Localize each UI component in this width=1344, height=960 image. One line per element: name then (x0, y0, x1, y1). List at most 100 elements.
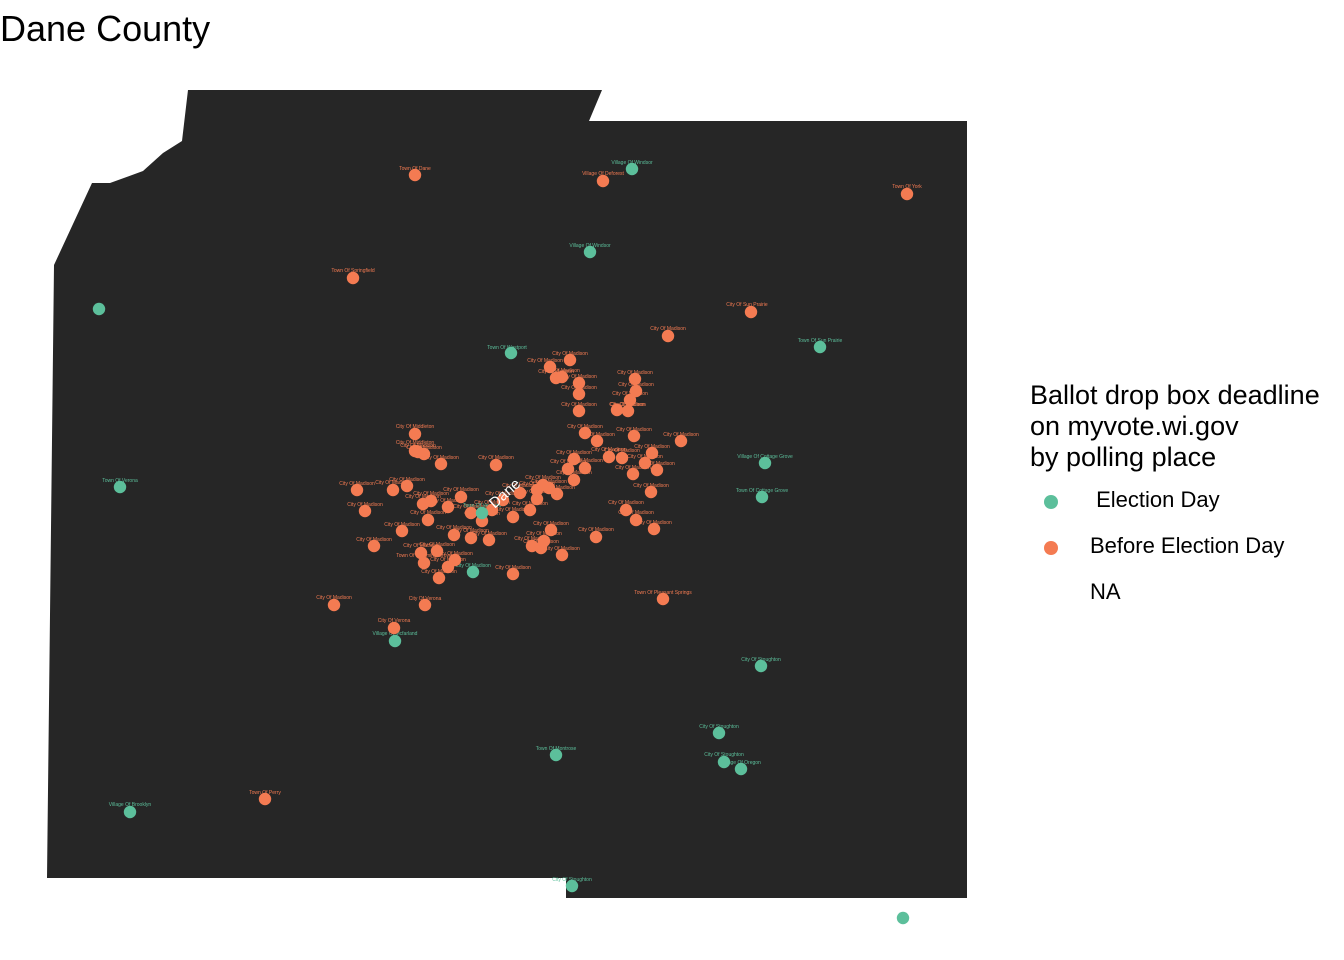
polling-place-dot (717, 755, 731, 769)
polling-place-dot (627, 429, 641, 443)
polling-place-dot (563, 353, 577, 367)
polling-place-label: City Of Madison (578, 527, 614, 533)
polling-place-label: City Of Madison (410, 510, 446, 516)
polling-place-label: Village Of Deforest (582, 171, 624, 177)
polling-place-dot (625, 162, 639, 176)
polling-place-dot (447, 528, 461, 542)
polling-place-dot (346, 271, 360, 285)
polling-place-dot (485, 503, 499, 517)
polling-place-dot (900, 187, 914, 201)
polling-place-dot (602, 450, 616, 464)
polling-place-label: City Of Madison (436, 525, 472, 531)
legend-label-before-election-day: Before Election Day (1090, 533, 1285, 558)
polling-place-dot (590, 434, 604, 448)
polling-place-dots (92, 162, 914, 925)
polling-place-dot (578, 461, 592, 475)
polling-place-dot (530, 492, 544, 506)
polling-place-label: City Of Madison (495, 507, 531, 513)
polling-place-dot (434, 457, 448, 471)
polling-place-dot (744, 305, 758, 319)
polling-place-dot (432, 571, 446, 585)
polling-place-dot (661, 329, 675, 343)
polling-place-dot (424, 494, 438, 508)
polling-place-label: Town Of Springfield (331, 268, 375, 274)
polling-place-label: City Of Madison (567, 458, 603, 464)
polling-place-dot (414, 546, 428, 560)
polling-place-dot (536, 478, 550, 492)
polling-place-label: City Of Madison (650, 326, 686, 332)
polling-place-dot (388, 634, 402, 648)
polling-place-dot (482, 533, 496, 547)
polling-place-dot (583, 245, 597, 259)
map-title: Dane County (0, 8, 211, 49)
polling-place-dot (645, 446, 659, 460)
polling-place-label: City Of Stoughton (704, 752, 744, 758)
polling-place-label: Town Of York (892, 184, 922, 190)
polling-place-label: City Of Madison (604, 448, 640, 454)
polling-place-dot (525, 539, 539, 553)
polling-place-dot (589, 530, 603, 544)
polling-place-label: City Of Madison (618, 510, 654, 516)
polling-place-dot (628, 372, 642, 386)
polling-place-dot (626, 467, 640, 481)
polling-place-label: City Of Middleton (396, 440, 435, 446)
polling-place-label: City Of Madison (405, 494, 441, 500)
polling-place-dot (755, 490, 769, 504)
polling-place-dot (395, 524, 409, 538)
polling-place-label: Town Of Vermont (463, 503, 502, 509)
polling-place-dot (258, 792, 272, 806)
legend-key-before-election-day (1044, 541, 1058, 555)
polling-place-label: City Of Sun Prairie (726, 302, 768, 308)
polling-place-dot (466, 565, 480, 579)
polling-place-dot (454, 490, 468, 504)
polling-place-dot (504, 346, 518, 360)
polling-place-dot (386, 483, 400, 497)
polling-place-dot (92, 302, 106, 316)
polling-place-dot (549, 748, 563, 762)
polling-place-label: City Of Madison (525, 475, 561, 481)
polling-place-dot (813, 340, 827, 354)
legend-item-election-day: Election Day (1030, 485, 1344, 531)
polling-place-dot (572, 387, 586, 401)
polling-place-dot (489, 458, 503, 472)
polling-place-dot (523, 503, 537, 517)
polling-place-dot (513, 486, 527, 500)
polling-place-dot (555, 370, 569, 384)
polling-place-dot (572, 376, 586, 390)
polling-place-dot (896, 911, 910, 925)
polling-place-dot (421, 513, 435, 527)
polling-place-dot (123, 805, 137, 819)
polling-place-dot (350, 483, 364, 497)
polling-place-label: City Of Madison (375, 480, 411, 486)
polling-place-label: City Of Madison (453, 528, 489, 534)
polling-place-label: City Of Madison (403, 543, 439, 549)
polling-place-label: City Of Madison (514, 536, 550, 542)
polling-place-dot (638, 456, 652, 470)
polling-place-dot (754, 659, 768, 673)
legend-key-na (1044, 587, 1058, 601)
polling-place-dot (567, 473, 581, 487)
polling-place-dot (615, 451, 629, 465)
polling-place-dot (464, 531, 478, 545)
legend-key-election-day (1044, 495, 1058, 509)
polling-place-dot (417, 556, 431, 570)
polling-place-dot (475, 506, 489, 520)
polling-place-dot (734, 762, 748, 776)
polling-place-dot (647, 522, 661, 536)
polling-place-dot (629, 384, 643, 398)
polling-place-label: City Of Madison (526, 531, 562, 537)
legend-label-election-day: Election Day (1090, 487, 1220, 512)
polling-place-dot (674, 434, 688, 448)
polling-place-dot (418, 598, 432, 612)
polling-place-label: City Of Middleton (396, 424, 435, 430)
polling-place-dot (367, 539, 381, 553)
polling-place-dot (408, 168, 422, 182)
polling-place-dot (113, 480, 127, 494)
polling-place-dot (400, 479, 414, 493)
polling-place-label: City Of Madison (502, 483, 538, 489)
polling-place-dot (358, 504, 372, 518)
polling-place-dot (656, 592, 670, 606)
polling-place-dot (565, 879, 579, 893)
polling-place-dot (596, 174, 610, 188)
polling-place-label: City Of Madison (478, 455, 514, 461)
